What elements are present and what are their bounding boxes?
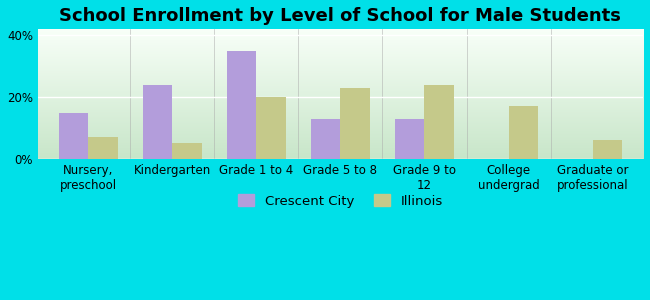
Bar (424, 85, 454, 159)
Bar (311, 119, 341, 159)
Bar (143, 85, 172, 159)
Bar (341, 88, 370, 159)
Title: School Enrollment by Level of School for Male Students: School Enrollment by Level of School for… (60, 7, 621, 25)
Bar (88, 137, 118, 159)
Bar (593, 140, 622, 159)
Bar (172, 143, 202, 159)
Bar (58, 112, 88, 159)
Bar (508, 106, 538, 159)
Bar (227, 51, 256, 159)
Legend: Crescent City, Illinois: Crescent City, Illinois (232, 188, 449, 214)
Bar (256, 97, 286, 159)
Bar (395, 119, 424, 159)
